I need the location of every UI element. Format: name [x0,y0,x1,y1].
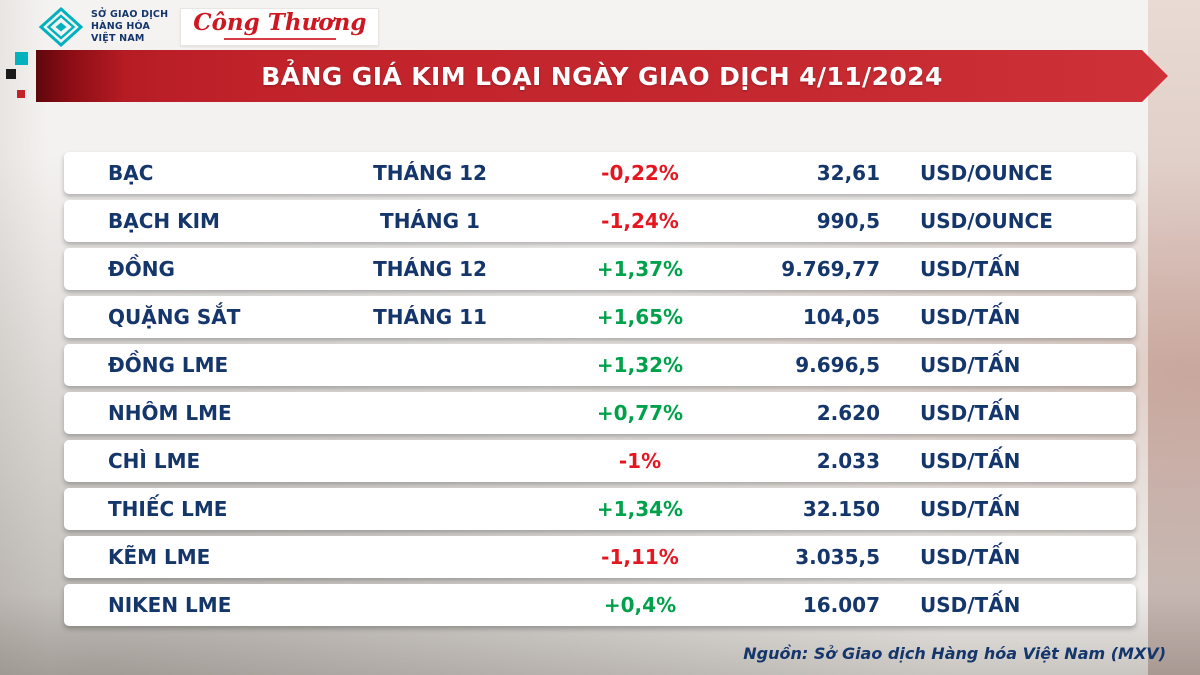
price-value: 9.696,5 [795,353,880,377]
change-percent: +0,4% [603,593,677,617]
congthuong-tagline-bar [223,37,336,40]
change-percent: +1,37% [596,257,684,281]
title-banner: BẢNG GIÁ KIM LOẠI NGÀY GIAO DỊCH 4/11/20… [36,50,1168,102]
page-title: BẢNG GIÁ KIM LOẠI NGÀY GIAO DỊCH 4/11/20… [261,61,943,91]
commodity-name: ĐỒNG LME [108,353,229,377]
change-percent: +1,32% [596,353,684,377]
change-percent: +0,77% [596,401,684,425]
price-value: 2.033 [816,449,880,473]
commodity-name: BẠCH KIM [108,209,220,233]
change-percent: -1,24% [601,209,679,233]
exchange-name: SỞ GIAO DỊCH HÀNG HÓA VIỆT NAM [91,9,168,45]
source-note: Nguồn: Sở Giao dịch Hàng hóa Việt Nam (M… [743,644,1166,663]
table-row: KẼM LME -1,11% 3.035,5 USD/TẤN [64,536,1136,578]
price-unit: USD/TẤN [920,257,1021,281]
change-percent: +1,34% [596,497,684,521]
table-row: BẠC THÁNG 12 -0,22% 32,61 USD/OUNCE [64,152,1136,194]
price-unit: USD/TẤN [920,449,1021,473]
change-percent: +1,65% [596,305,684,329]
price-unit: USD/OUNCE [920,209,1053,233]
exchange-name-line: HÀNG HÓA [91,21,151,33]
price-value: 3.035,5 [795,545,880,569]
exchange-name-line: SỞ GIAO DỊCH [91,9,169,21]
table-row: NIKEN LME +0,4% 16.007 USD/TẤN [64,584,1136,626]
commodity-name: ĐỒNG [108,257,175,281]
price-unit: USD/TẤN [920,593,1021,617]
congthuong-logo: Công Thương [180,8,380,46]
price-unit: USD/TẤN [920,497,1021,521]
price-value: 2.620 [816,401,880,425]
table-row: CHÌ LME -1% 2.033 USD/TẤN [64,440,1136,482]
congthuong-logo-text: Công Thương [193,9,367,37]
deco-square-black [6,69,16,79]
commodity-name: THIẾC LME [108,497,228,521]
price-value: 32,61 [816,161,880,185]
price-value: 32.150 [802,497,880,521]
table-row: NHÔM LME +0,77% 2.620 USD/TẤN [64,392,1136,434]
contract-month: THÁNG 12 [373,161,487,185]
table-row: ĐỒNG LME +1,32% 9.696,5 USD/TẤN [64,344,1136,386]
table-row: BẠCH KIM THÁNG 1 -1,24% 990,5 USD/OUNCE [64,200,1136,242]
price-value: 16.007 [802,593,880,617]
commodity-name: QUẶNG SẮT [108,305,241,329]
price-value: 9.769,77 [781,257,880,281]
commodity-name: CHÌ LME [108,449,201,473]
contract-month: THÁNG 1 [380,209,480,233]
mxv-diamond-icon [38,6,84,48]
price-value: 104,05 [802,305,880,329]
table-row: THIẾC LME +1,34% 32.150 USD/TẤN [64,488,1136,530]
price-unit: USD/TẤN [920,545,1021,569]
change-percent: -0,22% [601,161,679,185]
contract-month: THÁNG 11 [373,305,487,329]
table-row: ĐỒNG THÁNG 12 +1,37% 9.769,77 USD/TẤN [64,248,1136,290]
commodity-name: BẠC [108,161,154,185]
logo-bar: SỞ GIAO DỊCH HÀNG HÓA VIỆT NAM Công Thươ… [38,6,380,48]
price-unit: USD/TẤN [920,305,1021,329]
deco-square-red [17,90,25,98]
table-row: QUẶNG SẮT THÁNG 11 +1,65% 104,05 USD/TẤN [64,296,1136,338]
price-unit: USD/TẤN [920,401,1021,425]
contract-month: THÁNG 12 [373,257,487,281]
mxv-logo: SỞ GIAO DỊCH HÀNG HÓA VIỆT NAM [38,6,168,48]
price-table: BẠC THÁNG 12 -0,22% 32,61 USD/OUNCE BẠCH… [64,152,1136,626]
change-percent: -1% [618,449,662,473]
commodity-name: KẼM LME [108,545,211,569]
price-unit: USD/TẤN [920,353,1021,377]
deco-square-teal [15,52,28,65]
exchange-name-line: VIỆT NAM [91,32,145,44]
price-value: 990,5 [816,209,880,233]
commodity-name: NHÔM LME [108,401,232,425]
commodity-name: NIKEN LME [108,593,232,617]
change-percent: -1,11% [601,545,679,569]
price-unit: USD/OUNCE [920,161,1053,185]
